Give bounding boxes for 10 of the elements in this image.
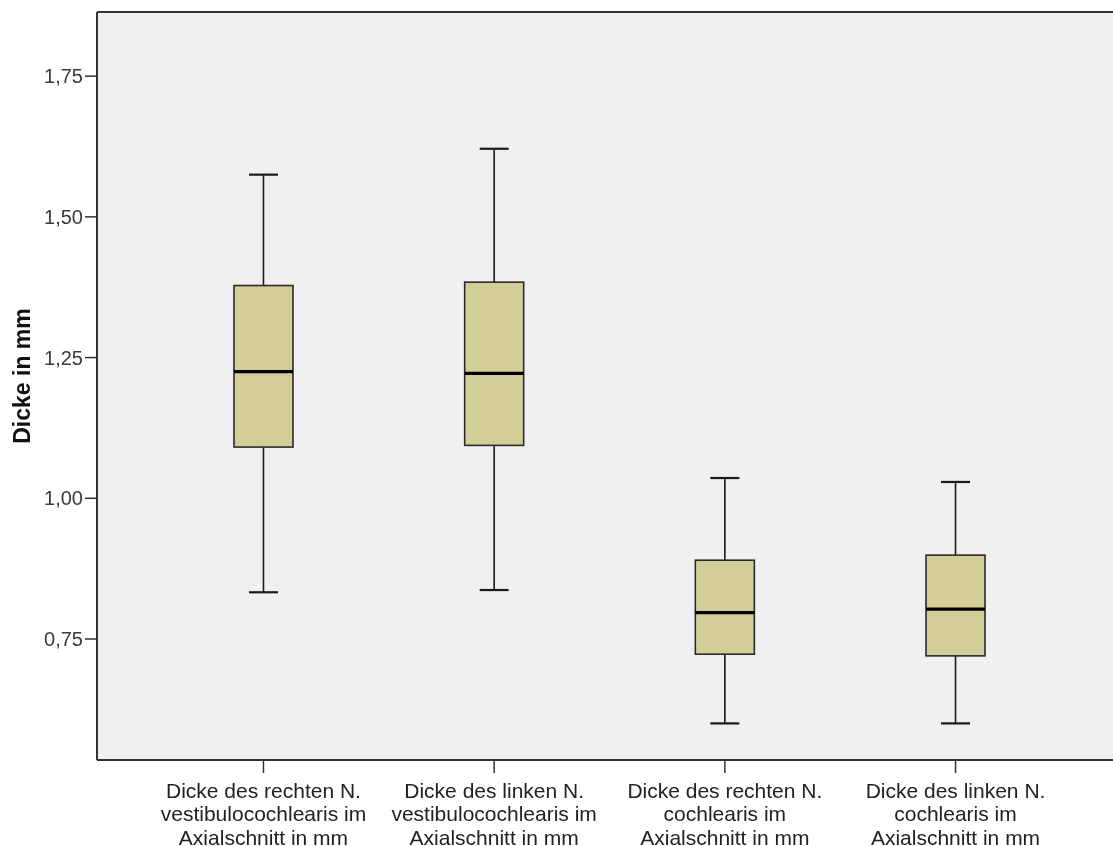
y-tick-label: 1,50 [44, 205, 83, 228]
x-tick-label: Dicke des linken N. cochlearis im Axialschnitt in mm [865, 778, 1046, 846]
y-axis-title: Dicke in mm [9, 308, 35, 444]
y-tick-label: 0,75 [44, 627, 83, 650]
y-tick-label: 1,00 [44, 487, 83, 510]
y-tick-label: 1,75 [44, 65, 83, 88]
x-tick-label: Dicke des linken N. vestibulocochlearis im Axialschnitt in mm [391, 778, 597, 846]
x-tick-label: Dicke des rechten N. cochlearis im Axialschnitt in mm [627, 778, 823, 846]
y-tick-label: 1,25 [44, 346, 83, 369]
x-tick-label: Dicke des rechten N. vestibulocochlearis im Axialschnitt in mm [160, 778, 367, 846]
